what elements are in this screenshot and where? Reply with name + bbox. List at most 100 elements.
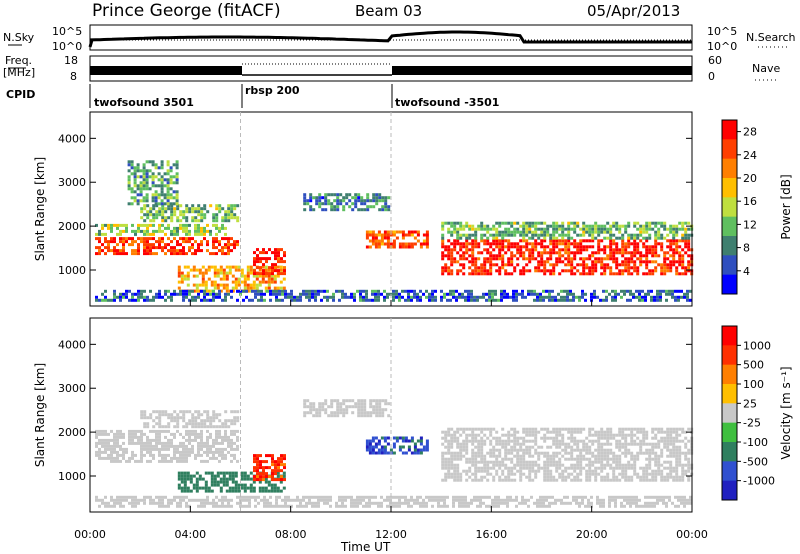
data-cell: [362, 295, 365, 299]
data-cell: [283, 266, 286, 270]
data-cell: [329, 295, 332, 299]
data-cell: [567, 427, 571, 431]
data-cell: [627, 427, 631, 431]
data-cell: [687, 260, 691, 264]
data-cell: [251, 289, 254, 293]
data-cell: [377, 242, 381, 246]
data-cell: [110, 298, 113, 302]
data-cell: [228, 489, 232, 493]
data-cell: [146, 425, 150, 429]
data-cell: [173, 447, 176, 451]
data-cell: [101, 429, 104, 433]
data-cell: [101, 226, 104, 230]
data-cell: [176, 252, 179, 256]
data-cell: [501, 236, 505, 240]
data-cell: [516, 442, 520, 446]
data-cell: [648, 236, 652, 240]
data-cell: [277, 251, 280, 255]
data-cell: [330, 208, 334, 212]
data-cell: [606, 454, 610, 458]
data-cell: [507, 248, 511, 252]
data-cell: [630, 260, 634, 264]
data-cell: [345, 196, 349, 200]
data-cell: [243, 283, 247, 287]
data-cell: [474, 260, 478, 264]
data-cell: [606, 472, 610, 476]
data-cell: [468, 433, 472, 437]
data-cell: [549, 254, 553, 258]
data-cell: [558, 463, 562, 467]
data-cell: [549, 251, 553, 255]
data-cell: [513, 227, 517, 231]
data-cell: [175, 202, 179, 206]
data-cell: [149, 252, 152, 256]
data-cell: [522, 233, 526, 237]
data-cell: [630, 257, 634, 261]
data-cell: [431, 504, 434, 508]
data-cell: [447, 254, 451, 258]
data-cell: [650, 289, 653, 293]
data-cell: [441, 466, 445, 470]
data-cell: [465, 457, 469, 461]
data-cell: [648, 251, 652, 255]
data-cell: [392, 504, 395, 508]
data-cell: [621, 263, 625, 267]
data-cell: [194, 435, 197, 439]
data-cell: [683, 495, 686, 499]
data-cell: [507, 469, 511, 473]
data-cell: [558, 466, 562, 470]
data-cell: [194, 453, 197, 457]
data-cell: [253, 478, 256, 482]
data-cell: [642, 242, 646, 246]
data-cell: [462, 263, 466, 267]
data-cell: [234, 474, 238, 478]
data-cell: [374, 436, 378, 440]
data-cell: [500, 295, 503, 299]
data-cell: [122, 450, 125, 454]
data-cell: [413, 442, 417, 446]
data-cell: [218, 432, 221, 436]
data-cell: [215, 226, 218, 230]
data-cell: [154, 193, 158, 197]
data-cell: [636, 451, 640, 455]
data-cell: [447, 451, 451, 455]
data-cell: [492, 463, 496, 467]
data-cell: [521, 498, 524, 502]
data-cell: [612, 466, 616, 470]
data-cell: [201, 277, 205, 281]
data-cell: [561, 433, 565, 437]
data-cell: [116, 226, 119, 230]
data-cell: [441, 257, 445, 261]
data-cell: [573, 227, 577, 231]
data-cell: [365, 439, 369, 443]
data-cell: [570, 445, 574, 449]
data-cell: [164, 226, 167, 230]
data-cell: [554, 498, 557, 502]
data-cell: [119, 229, 122, 233]
data-cell: [195, 471, 199, 475]
data-cell: [280, 469, 283, 473]
data-cell: [265, 466, 268, 470]
data-cell: [209, 298, 212, 302]
data-cell: [98, 432, 101, 436]
data-cell: [659, 289, 662, 293]
data-cell: [675, 233, 679, 237]
data-cell: [456, 451, 460, 455]
data-cell: [594, 448, 598, 452]
data-cell: [221, 441, 224, 445]
data-cell: [182, 447, 185, 451]
data-cell: [444, 439, 448, 443]
data-cell: [576, 472, 580, 476]
data-cell: [525, 448, 529, 452]
data-cell: [588, 430, 592, 434]
data-cell: [474, 460, 478, 464]
data-cell: [498, 439, 502, 443]
data-cell: [528, 251, 532, 255]
data-cell: [175, 172, 179, 176]
data-cell: [219, 477, 223, 481]
data-cell: [261, 489, 265, 493]
data-cell: [642, 439, 646, 443]
data-cell: [332, 298, 335, 302]
data-cell: [450, 454, 454, 458]
data-cell: [525, 221, 529, 225]
